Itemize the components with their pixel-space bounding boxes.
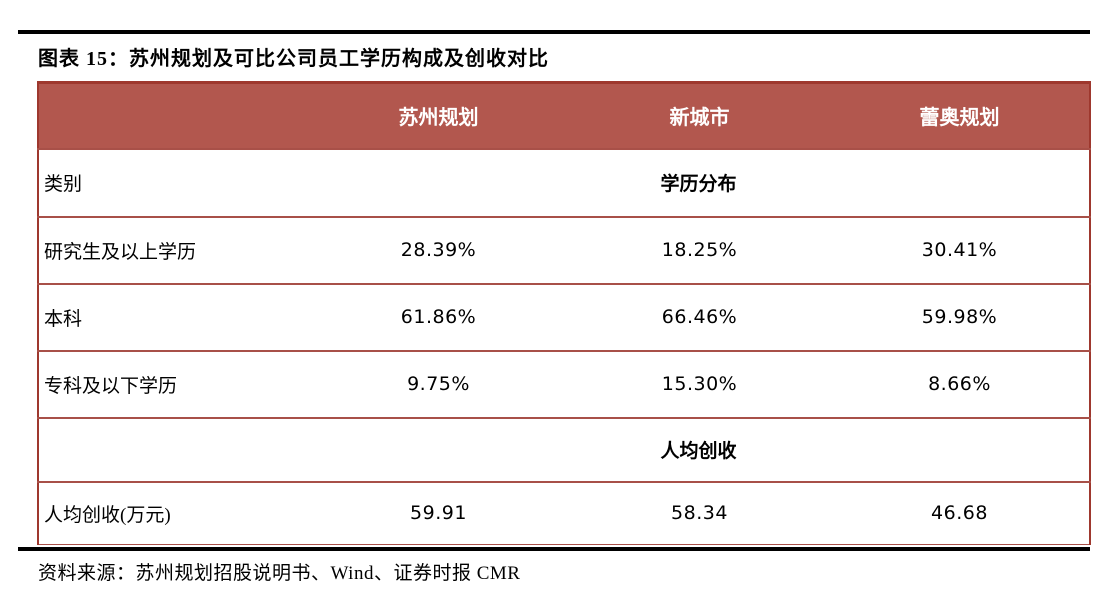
table-cell-value: 15.30%	[569, 349, 830, 418]
source-note: 资料来源：苏州规划招股说明书、Wind、证券时报 CMR	[38, 563, 521, 584]
table-cell-value: 18.25%	[569, 215, 830, 284]
table-row-category: 类别 学历分布	[38, 147, 1090, 217]
comparison-table-container: 苏州规划 新城市 蕾奥规划 类别 学历分布 研究生及以上学历 28.39% 18…	[37, 81, 1091, 545]
figure-title: 图表 15：苏州规划及可比公司员工学历构成及创收对比	[38, 48, 549, 70]
header-cell-blank	[38, 82, 308, 150]
table-cell-value: 59.98%	[830, 282, 1090, 351]
bottom-rule-divider	[18, 547, 1090, 551]
section-header-revenue: 人均创收	[308, 416, 1090, 482]
table-row-revenue-section: 人均创收	[38, 416, 1090, 482]
table-cell-value: 8.66%	[830, 349, 1090, 418]
table-cell-value: 58.34	[569, 480, 830, 545]
table-row-bachelor: 本科 61.86% 66.46% 59.98%	[38, 282, 1090, 351]
table-row-revenue: 人均创收(万元) 59.91 58.34 46.68	[38, 480, 1090, 545]
table-cell-value: 59.91	[308, 480, 569, 545]
row-label-revenue: 人均创收(万元)	[38, 480, 308, 545]
comparison-table: 苏州规划 新城市 蕾奥规划 类别 学历分布 研究生及以上学历 28.39% 18…	[37, 81, 1091, 545]
row-label-blank	[38, 416, 308, 482]
section-header-education: 学历分布	[308, 147, 1090, 217]
row-label-college: 专科及以下学历	[38, 349, 308, 418]
header-cell-leiao: 蕾奥规划	[830, 82, 1090, 150]
table-header-row: 苏州规划 新城市 蕾奥规划	[38, 82, 1090, 150]
table-cell-value: 66.46%	[569, 282, 830, 351]
table-cell-value: 46.68	[830, 480, 1090, 545]
row-label-graduate: 研究生及以上学历	[38, 215, 308, 284]
table-cell-value: 30.41%	[830, 215, 1090, 284]
table-cell-value: 9.75%	[308, 349, 569, 418]
table-cell-value: 28.39%	[308, 215, 569, 284]
table-cell-value: 61.86%	[308, 282, 569, 351]
row-label-bachelor: 本科	[38, 282, 308, 351]
header-cell-xinchengshi: 新城市	[569, 82, 830, 150]
row-label-category: 类别	[38, 147, 308, 217]
header-cell-suzhou: 苏州规划	[308, 82, 569, 150]
table-row-graduate: 研究生及以上学历 28.39% 18.25% 30.41%	[38, 215, 1090, 284]
table-row-college: 专科及以下学历 9.75% 15.30% 8.66%	[38, 349, 1090, 418]
top-rule-divider	[18, 30, 1090, 34]
